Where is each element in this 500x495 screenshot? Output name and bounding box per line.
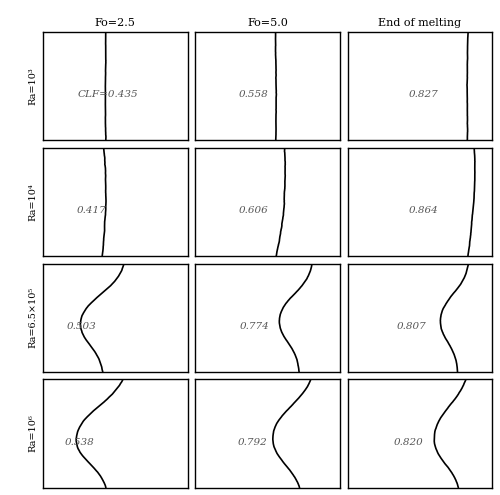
Text: Ra=10⁶: Ra=10⁶	[28, 414, 38, 452]
Text: 0.792: 0.792	[237, 438, 267, 446]
Text: 0.606: 0.606	[239, 206, 268, 215]
Text: 0.807: 0.807	[396, 322, 426, 331]
Text: Fo=5.0: Fo=5.0	[247, 18, 288, 28]
Text: 0.864: 0.864	[409, 206, 438, 215]
Text: 0.538: 0.538	[65, 438, 94, 446]
Text: Ra=6.5×10⁵: Ra=6.5×10⁵	[28, 287, 38, 348]
Text: Ra=10⁴: Ra=10⁴	[28, 183, 38, 221]
Text: 0.417: 0.417	[76, 206, 106, 215]
Text: CLF=0.435: CLF=0.435	[78, 91, 138, 99]
Text: 0.503: 0.503	[67, 322, 96, 331]
Text: 0.827: 0.827	[408, 91, 438, 99]
Text: 0.774: 0.774	[240, 322, 270, 331]
Text: 0.558: 0.558	[238, 91, 268, 99]
Text: End of melting: End of melting	[378, 18, 462, 28]
Text: 0.820: 0.820	[394, 438, 424, 446]
Text: Fo=2.5: Fo=2.5	[94, 18, 136, 28]
Text: Ra=10³: Ra=10³	[28, 67, 38, 105]
